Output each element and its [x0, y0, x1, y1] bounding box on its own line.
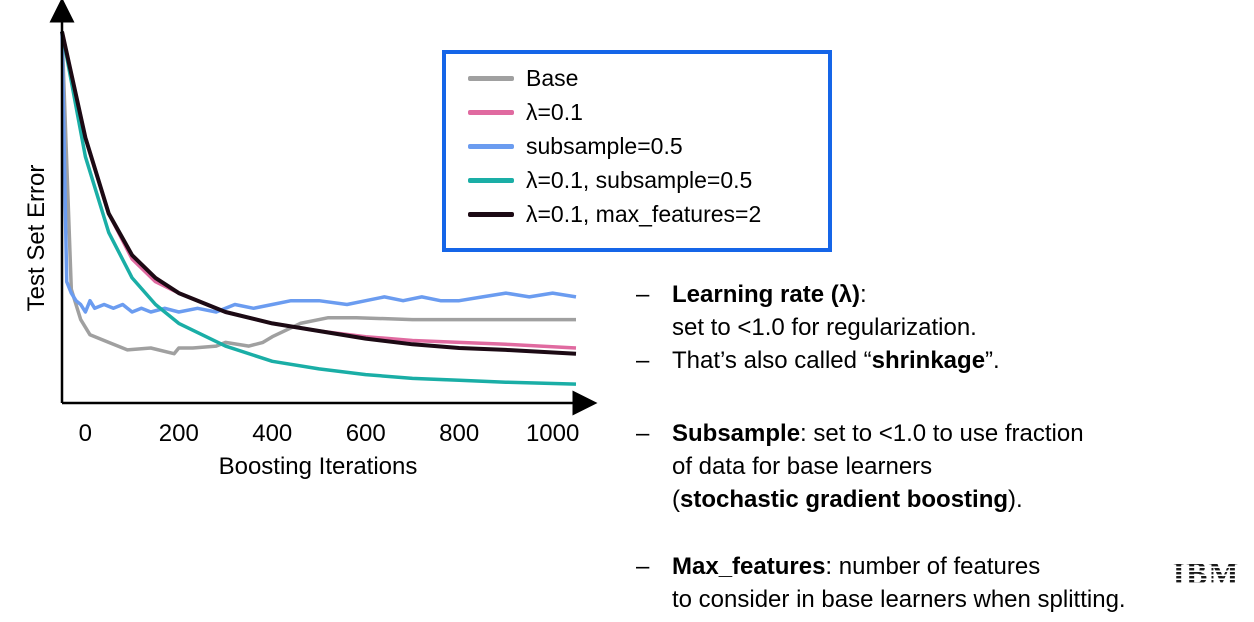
legend-item: Base — [468, 62, 578, 94]
bullet-dash: – — [636, 420, 650, 447]
bullet-text: That’s also called “ — [672, 347, 872, 374]
bullet-learning-rate: – Learning rate (λ): set to <1.0 for reg… — [636, 278, 1236, 344]
bullet-text: : number of features — [825, 553, 1041, 580]
tick-layer: 0 200 400 600 800 1000 — [79, 420, 580, 447]
bullet-term: Max_features — [672, 553, 826, 580]
legend-item: λ=0.1 — [468, 96, 583, 128]
bullet-text: to consider in base learners when splitt… — [672, 586, 1126, 613]
series-layer — [60, 31, 577, 386]
legend-swatch — [468, 177, 514, 183]
x-tick-label: 400 — [252, 420, 292, 447]
bullet-text: ). — [1008, 486, 1023, 513]
legend-item: λ=0.1, subsample=0.5 — [468, 164, 752, 196]
bullet-text: : — [860, 281, 867, 308]
bullet-term: shrinkage — [871, 347, 986, 374]
bullet-text: : set to <1.0 to use fraction — [800, 420, 1084, 447]
bullet-text: ( — [672, 486, 680, 513]
legend-label: λ=0.1 — [526, 98, 583, 125]
bullet-text: set to <1.0 for regularization. — [672, 314, 977, 341]
series-line-3 — [60, 31, 577, 386]
series-line-0 — [60, 31, 576, 356]
bullet-dash: – — [636, 347, 650, 374]
legend-swatch — [468, 75, 514, 81]
legend-label: λ=0.1, max_features=2 — [526, 200, 762, 227]
legend-item: λ=0.1, max_features=2 — [468, 198, 761, 230]
legend-item: subsample=0.5 — [468, 130, 683, 162]
legend-swatch — [468, 143, 514, 149]
legend-label: Base — [526, 64, 579, 91]
legend-swatch — [468, 109, 514, 115]
series-line-2 — [60, 31, 577, 314]
legend-swatch — [468, 211, 514, 217]
bullet-term: Subsample — [672, 420, 801, 447]
legend-label: λ=0.1, subsample=0.5 — [526, 166, 753, 193]
bullet-shrinkage: – That’s also called “shrinkage”. — [636, 344, 1236, 377]
chart: 0 200 400 600 800 1000 Boosting Iterations Te… — [23, 0, 598, 480]
bullet-term: Learning rate (λ) — [672, 281, 861, 308]
x-tick-label: 0 — [79, 420, 92, 447]
y-axis-label: Test Set Error — [23, 165, 50, 312]
x-tick-label: 800 — [439, 420, 479, 447]
x-tick-label: 200 — [159, 420, 199, 447]
bullet-text: of data for base learners — [672, 453, 933, 480]
bullet-term: stochastic gradient boosting — [680, 486, 1009, 513]
x-tick-label: 1000 — [526, 420, 579, 447]
series-line-4 — [60, 31, 577, 356]
bullet-dash: – — [636, 553, 650, 580]
x-tick-label: 600 — [346, 420, 386, 447]
ibm-logo-icon: IBM — [1173, 556, 1240, 588]
legend: Base λ=0.1 subsample=0.5 λ=0.1, subsample=0… — [442, 50, 832, 252]
x-axis-label: Boosting Iterations — [219, 453, 418, 480]
bullet-max-features: – Max_features: number of features to co… — [636, 550, 1236, 616]
bullet-subsample: – Subsample: set to <1.0 to use fraction… — [636, 417, 1236, 516]
legend-label: subsample=0.5 — [526, 132, 683, 159]
bullet-text: ”. — [985, 347, 1000, 374]
svg-text:IBM: IBM — [1173, 556, 1240, 588]
bullet-dash: – — [636, 281, 650, 308]
